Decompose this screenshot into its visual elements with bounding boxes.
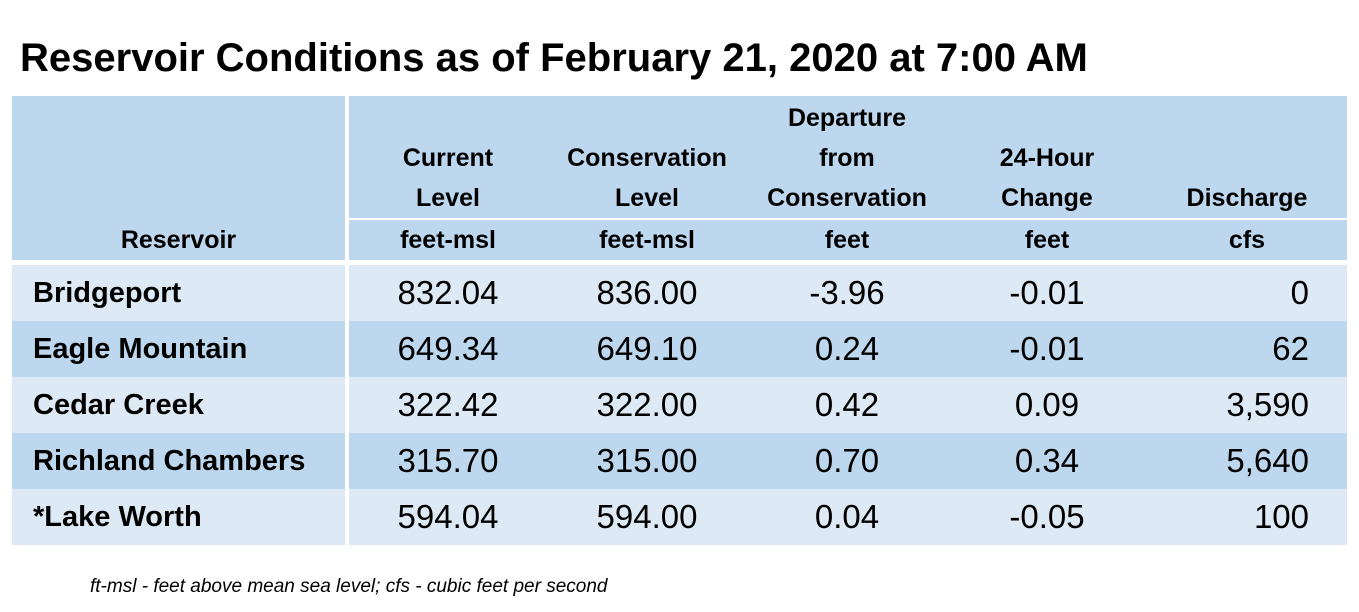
conservation-level-value: 322.00: [547, 377, 747, 433]
change-value: -0.01: [947, 265, 1147, 321]
discharge-value: 0: [1147, 265, 1347, 321]
current-level-value: 649.34: [345, 321, 547, 377]
conservation-level-value: 836.00: [547, 265, 747, 321]
departure-value: 0.70: [747, 433, 947, 489]
unit-departure: feet: [747, 218, 947, 260]
current-level-value: 594.04: [345, 489, 547, 545]
discharge-value: 62: [1147, 321, 1347, 377]
conservation-level-value: 649.10: [547, 321, 747, 377]
current-level-value: 832.04: [345, 265, 547, 321]
departure-value: -3.96: [747, 265, 947, 321]
reservoir-name: *Lake Worth: [12, 489, 347, 545]
change-value: 0.09: [947, 377, 1147, 433]
header-reservoir: Reservoir: [12, 219, 347, 260]
table-row: Eagle Mountain 649.34 649.10 0.24 -0.01 …: [12, 321, 1347, 377]
reservoir-name: Bridgeport: [12, 265, 347, 321]
discharge-value: 5,640: [1147, 433, 1347, 489]
header-line: Change: [1001, 184, 1093, 212]
reservoir-name: Eagle Mountain: [12, 321, 347, 377]
current-level-value: 315.70: [345, 433, 547, 489]
conservation-level-value: 315.00: [547, 433, 747, 489]
current-level-value: 322.42: [345, 377, 547, 433]
header-line: Departure: [787, 104, 907, 132]
reservoir-name: Cedar Creek: [12, 377, 347, 433]
discharge-value: 3,590: [1147, 377, 1347, 433]
table-row: Richland Chambers 315.70 315.00 0.70 0.3…: [12, 433, 1347, 489]
table-row: *Lake Worth 594.04 594.00 0.04 -0.05 100: [12, 489, 1347, 545]
header-separator: [12, 260, 1347, 265]
table-row: Cedar Creek 322.42 322.00 0.42 0.09 3,59…: [12, 377, 1347, 433]
departure-value: 0.42: [747, 377, 947, 433]
header-row-units: Reservoir feet-msl feet-msl feet feet cf…: [12, 218, 1347, 260]
conservation-level-value: 594.00: [547, 489, 747, 545]
page-title: Reservoir Conditions as of February 21, …: [20, 36, 1088, 80]
unit-24-hour-change: feet: [947, 218, 1147, 260]
header-line: Level: [416, 184, 480, 212]
discharge-value: 100: [1147, 489, 1347, 545]
departure-value: 0.24: [747, 321, 947, 377]
reservoir-name: Richland Chambers: [12, 433, 347, 489]
header-line: from: [819, 144, 875, 172]
change-value: 0.34: [947, 433, 1147, 489]
table-row: Bridgeport 832.04 836.00 -3.96 -0.01 0: [12, 265, 1347, 321]
departure-value: 0.04: [747, 489, 947, 545]
header-line: 24-Hour: [999, 144, 1095, 172]
header-line: Conservation: [567, 144, 727, 172]
unit-conservation-level: feet-msl: [547, 218, 747, 260]
unit-current-level: feet-msl: [345, 218, 547, 260]
header-line: Current: [402, 144, 494, 172]
header-row-labels: Current Level Conservation Level Departu…: [12, 96, 1347, 219]
header-24-hour-change: 24-Hour Change: [947, 96, 1147, 219]
header-departure: Departure from Conservation: [747, 96, 947, 219]
change-value: -0.05: [947, 489, 1147, 545]
reservoir-table: Current Level Conservation Level Departu…: [12, 96, 1347, 545]
header-discharge: Discharge: [1147, 96, 1347, 219]
header-reservoir-spacer: [12, 96, 347, 219]
header-current-level: Current Level: [345, 96, 547, 219]
header-conservation-level: Conservation Level: [547, 96, 747, 219]
unit-discharge: cfs: [1147, 218, 1347, 260]
header-line: Discharge: [1186, 184, 1308, 212]
change-value: -0.01: [947, 321, 1147, 377]
header-line: Conservation: [767, 184, 927, 212]
header-line: Level: [615, 184, 679, 212]
footnote: ft-msl - feet above mean sea level; cfs …: [90, 576, 608, 597]
